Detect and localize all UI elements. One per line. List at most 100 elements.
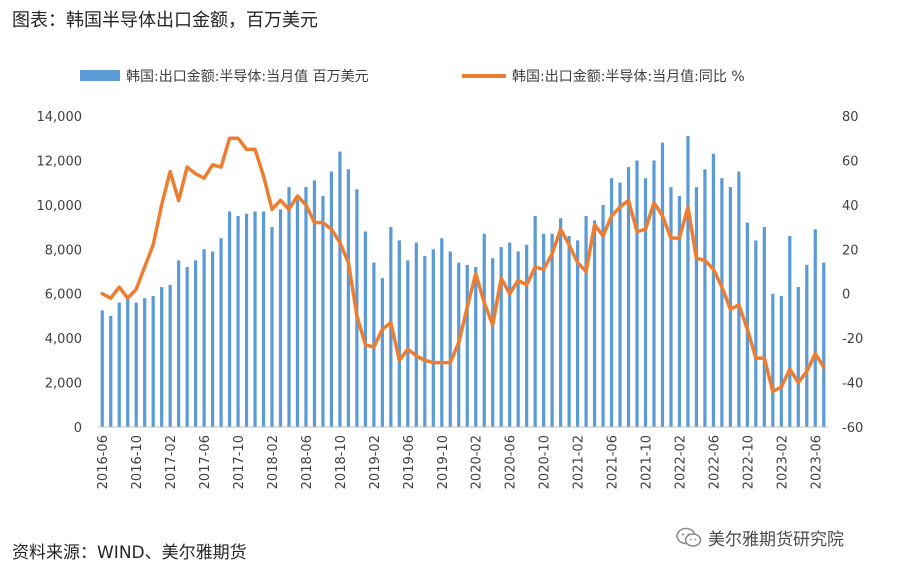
bar-2020-09 (533, 215, 537, 427)
watermark-text: 美尔雅期货研究院 (708, 530, 844, 550)
bar-2020-05 (499, 247, 503, 427)
x-tick-label: 2020-02 (470, 435, 485, 489)
bar-2017-12 (253, 211, 257, 427)
bar-2019-09 (431, 249, 435, 427)
x-tick-label: 2020-06 (504, 435, 519, 489)
x-tick-label: 2021-02 (572, 435, 587, 489)
x-tick-label: 2022-02 (673, 435, 688, 489)
bar-2022-02 (677, 195, 682, 427)
right-tick-label: -20 (842, 332, 863, 347)
bar-2017-06 (202, 249, 206, 427)
bar-2022-07 (720, 178, 724, 427)
source-note: 资料来源：WIND、美尔雅期货 (12, 543, 247, 563)
left-tick-label: 10,000 (37, 199, 83, 214)
line-series-group (100, 136, 826, 394)
bar-2023-07 (822, 262, 826, 427)
x-tick-label: 2018-10 (334, 435, 349, 489)
bar-series (100, 135, 826, 428)
bar-2022-11 (754, 240, 758, 427)
x-tick-label: 2017-02 (164, 435, 179, 489)
bar-2017-03 (177, 260, 181, 427)
bar-2017-04 (185, 267, 189, 427)
bar-2018-04 (287, 187, 291, 427)
x-tick-label: 2022-10 (741, 435, 756, 489)
x-tick-label: 2021-10 (640, 435, 655, 489)
legend: 韩国:出口金额:半导体:当月值 百万美元 韩国:出口金额:半导体:当月值:同比 … (80, 69, 745, 85)
bar-2016-08 (117, 302, 121, 427)
bar-2018-03 (278, 209, 283, 427)
left-tick-label: 4,000 (45, 332, 82, 347)
left-tick-label: 14,000 (37, 110, 83, 125)
bar-2022-01 (669, 187, 673, 427)
bar-2021-01 (567, 235, 571, 427)
bar-2019-03 (380, 278, 384, 427)
x-tick-label: 2016-10 (130, 435, 145, 489)
legend-bar-swatch (80, 70, 120, 81)
bar-2020-07 (516, 251, 520, 427)
left-tick-label: 0 (74, 421, 82, 436)
x-tick-label: 2023-02 (775, 435, 790, 489)
bar-2017-07 (210, 251, 215, 427)
bar-2021-11 (652, 160, 656, 427)
bar-2018-06 (304, 187, 308, 427)
bar-2017-09 (227, 211, 232, 427)
bar-2019-05 (397, 240, 401, 427)
bar-2020-01 (465, 264, 469, 427)
bar-2022-12 (762, 227, 766, 427)
bar-2018-09 (329, 171, 334, 427)
left-tick-label: 6,000 (45, 288, 82, 303)
bar-2020-12 (559, 218, 563, 427)
left-tick-label: 12,000 (37, 154, 83, 169)
bar-2018-11 (346, 169, 351, 427)
bar-2017-10 (236, 215, 240, 427)
left-tick-label: 2,000 (45, 377, 82, 392)
left-axis: 0 2,000 4,000 6,000 8,000 10,000 12,000 14,000 (37, 110, 83, 436)
bar-2019-08 (423, 255, 427, 427)
legend-line-label: 韩国:出口金额:半导体:当月值:同比 % (512, 69, 745, 85)
bar-2021-06 (609, 178, 614, 427)
bar-2021-04 (592, 220, 597, 427)
bar-2019-01 (363, 231, 367, 427)
bar-2021-07 (618, 182, 622, 427)
bar-2018-10 (338, 151, 342, 428)
x-tick-label: 2018-02 (266, 435, 281, 489)
bar-2020-08 (525, 244, 529, 427)
right-tick-label: 60 (842, 154, 859, 169)
x-tick-label: 2019-06 (402, 435, 417, 489)
bar-2023-04 (796, 287, 800, 427)
bar-2021-12 (660, 142, 665, 427)
bar-2022-04 (694, 187, 699, 427)
x-tick-label: 2023-06 (809, 435, 824, 489)
bar-2023-01 (771, 293, 775, 427)
bar-2018-01 (261, 211, 266, 427)
bar-2020-04 (491, 258, 495, 427)
wechat-icon (676, 527, 702, 547)
bar-2020-02 (474, 267, 478, 427)
x-tick-label: 2017-10 (232, 435, 247, 489)
x-tick-label: 2017-06 (198, 435, 213, 489)
left-tick-label: 8,000 (45, 243, 82, 258)
bar-2021-08 (626, 167, 631, 427)
bar-2018-07 (312, 180, 317, 427)
watermark: 美尔雅期货研究院 (676, 525, 844, 550)
bar-2019-06 (406, 260, 410, 427)
bar-2021-09 (635, 160, 639, 427)
bar-2022-06 (711, 153, 716, 427)
bar-2020-03 (482, 233, 486, 427)
x-tick-label: 2019-02 (368, 435, 383, 489)
bar-2021-10 (643, 178, 648, 427)
bar-2022-03 (686, 135, 690, 428)
x-tick-label: 2018-06 (300, 435, 315, 489)
bar-2017-11 (244, 213, 249, 427)
bar-2020-11 (550, 233, 554, 427)
bar-2019-07 (414, 242, 418, 427)
bar-2018-05 (295, 198, 300, 427)
x-axis: 2016-06 2016-10 2017-02 2017-06 2017-10 2018-… (96, 435, 824, 489)
bar-2022-09 (737, 171, 741, 427)
x-tick-label: 2016-06 (96, 435, 111, 489)
legend-bar-label: 韩国:出口金额:半导体:当月值 百万美元 (126, 69, 369, 85)
bar-2022-05 (703, 169, 707, 427)
chart-title: 图表：韩国半导体出口金额，百万美元 (12, 10, 318, 31)
bar-2016-09 (126, 298, 130, 427)
